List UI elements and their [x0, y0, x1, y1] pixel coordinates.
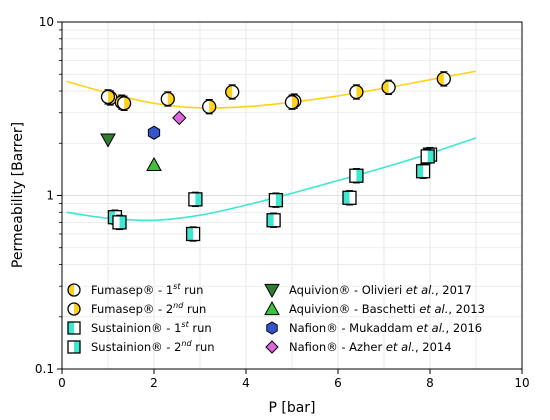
- data-point: [342, 190, 357, 205]
- x-tick-label: 4: [242, 376, 250, 390]
- x-tick-label: 2: [150, 376, 158, 390]
- data-point: [100, 133, 116, 148]
- legend-label: Nafion® - Mukaddam et al., 2016: [289, 321, 482, 335]
- data-point: [268, 193, 284, 208]
- data-point: [112, 215, 127, 230]
- legend-marker: [265, 340, 279, 354]
- data-point: [185, 226, 201, 242]
- x-tick-label: 8: [426, 376, 434, 390]
- data-point: [172, 110, 187, 126]
- data-point: [349, 168, 364, 183]
- legend-marker: [266, 321, 278, 335]
- y-tick-label: 10: [39, 15, 54, 29]
- ticks: 0 2 4 6 8 10 0.1 1 10: [35, 15, 530, 390]
- grid: [61, 22, 523, 369]
- legend-item: Fumasep® - 2nd run: [67, 301, 206, 316]
- legend-label: Fumasep® - 2nd run: [91, 301, 206, 316]
- y-tick-label: 1: [46, 189, 54, 203]
- legend-item: Fumasep® - 1st run: [67, 282, 203, 297]
- legend-marker: [67, 340, 81, 354]
- legend-marker: [67, 302, 81, 316]
- data-point: [160, 91, 175, 107]
- legend-item: Nafion® - Mukaddam et al., 2016: [266, 321, 482, 335]
- x-tick-label: 6: [334, 376, 342, 390]
- legend-label: Nafion® - Azher et al., 2014: [289, 340, 452, 354]
- data-point: [147, 125, 161, 140]
- data-point: [266, 213, 281, 228]
- data-point: [116, 96, 132, 111]
- legend-item: Aquivion® - Olivieri et al., 2017: [264, 283, 472, 299]
- data-point: [146, 156, 162, 172]
- x-tick-label: 10: [514, 376, 529, 390]
- fit-line: [66, 70, 477, 109]
- data-point: [202, 99, 217, 114]
- data-point: [100, 89, 116, 105]
- data-point: [415, 164, 431, 179]
- legend: Fumasep® - 1st run Fumasep® - 2nd run Sust…: [67, 282, 485, 354]
- x-axis-label: P [bar]: [268, 400, 315, 416]
- legend-item: Sustainion® - 2nd run: [67, 339, 215, 354]
- data-point: [420, 149, 435, 164]
- data-point: [349, 84, 364, 100]
- legend-label: Sustainion® - 2nd run: [91, 339, 215, 354]
- legend-marker: [264, 283, 280, 299]
- legend-item: Nafion® - Azher et al., 2014: [265, 340, 452, 354]
- data-point: [284, 95, 300, 110]
- legend-label: Sustainion® - 1st run: [91, 320, 212, 335]
- y-tick-label: 0.1: [35, 362, 54, 376]
- y-axis-label: Permeability [Barrer]: [10, 122, 26, 268]
- legend-item: Aquivion® - Baschetti et al., 2013: [264, 300, 485, 316]
- legend-marker: [264, 300, 280, 316]
- legend-label: Aquivion® - Olivieri et al., 2017: [289, 283, 472, 297]
- legend-label: Aquivion® - Baschetti et al., 2013: [289, 302, 485, 316]
- data-point: [381, 80, 396, 95]
- data-markers: [100, 71, 451, 242]
- legend-label: Fumasep® - 1st run: [91, 282, 203, 297]
- data-point: [436, 71, 451, 87]
- x-tick-label: 0: [58, 376, 66, 390]
- legend-marker: [67, 321, 81, 335]
- data-point: [225, 84, 240, 100]
- legend-marker: [67, 283, 81, 297]
- data-point: [188, 192, 203, 207]
- legend-item: Sustainion® - 1st run: [67, 320, 212, 335]
